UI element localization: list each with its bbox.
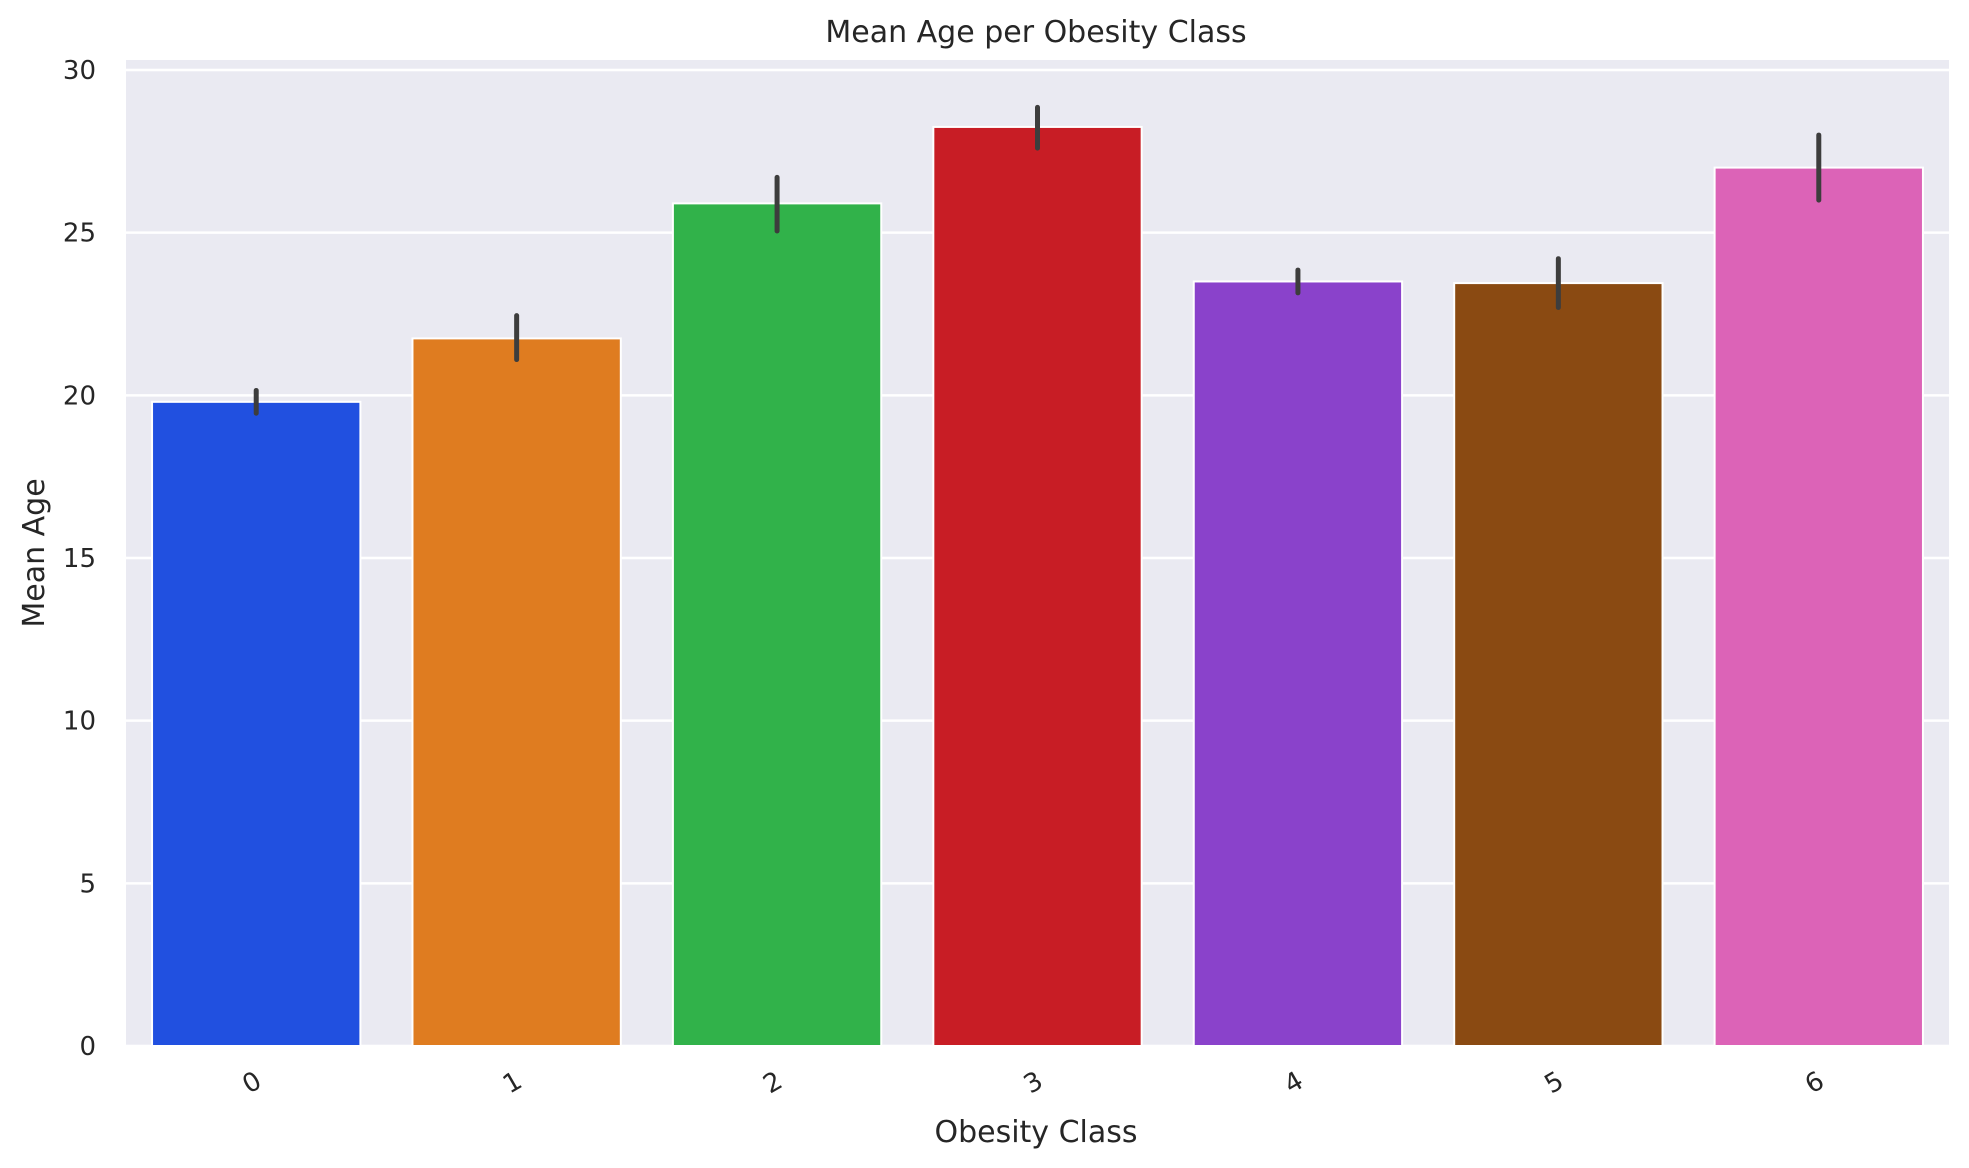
x-tick-labels: 0 1 2 3 4 5 6 — [238, 1066, 1830, 1100]
x-tick-label-1: 1 — [498, 1066, 527, 1100]
x-tick-label-3: 3 — [1019, 1066, 1048, 1100]
x-tick-label-6: 6 — [1800, 1066, 1829, 1100]
bar-class-1 — [411, 337, 622, 1047]
y-tick-label-25: 25 — [63, 219, 96, 249]
bar-class-2 — [671, 202, 883, 1048]
y-axis-label: Mean Age — [17, 478, 52, 627]
bar-class-0 — [151, 400, 362, 1047]
y-tick-label-0: 0 — [79, 1032, 96, 1062]
y-tick-label-30: 30 — [63, 56, 96, 86]
x-tick-label-4: 4 — [1279, 1066, 1308, 1100]
x-axis-label: Obesity Class — [934, 1115, 1137, 1150]
y-tick-label-15: 15 — [63, 544, 96, 574]
chart-title: Mean Age per Obesity Class — [825, 15, 1246, 50]
x-tick-label-0: 0 — [238, 1066, 267, 1100]
error-bars — [253, 104, 1822, 416]
bar-class-5 — [1453, 282, 1664, 1047]
y-tick-label-10: 10 — [63, 707, 96, 737]
bar-class-3 — [932, 125, 1143, 1047]
y-tick-labels: 0 5 10 15 20 25 30 — [63, 56, 96, 1062]
bar-class-6 — [1713, 166, 1924, 1048]
x-tick-label-2: 2 — [758, 1066, 787, 1100]
bar-class-4 — [1192, 280, 1404, 1047]
bars — [151, 125, 1924, 1048]
y-tick-label-5: 5 — [79, 869, 96, 899]
y-tick-label-20: 20 — [63, 381, 96, 411]
x-tick-label-5: 5 — [1540, 1066, 1569, 1100]
